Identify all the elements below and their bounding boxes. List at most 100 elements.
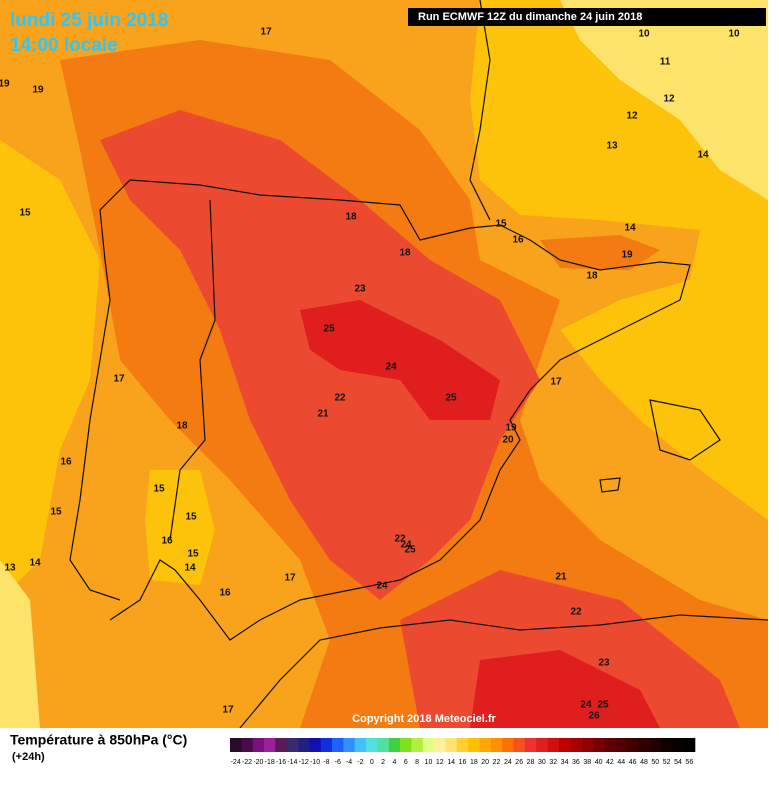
- colorbar-swatch: [286, 738, 299, 752]
- hottest-zone: [470, 650, 660, 728]
- contour-label: 14: [29, 558, 41, 569]
- colorbar-swatch: [513, 738, 526, 752]
- colorbar-swatch: [422, 738, 435, 752]
- contour-label: 16: [512, 235, 524, 246]
- contour-label: 11: [660, 57, 671, 68]
- contour-label: 22: [570, 607, 582, 618]
- warm-zone: [0, 140, 100, 600]
- contour-label: 10: [638, 29, 650, 40]
- contour-label: 17: [222, 705, 234, 716]
- colorbar-tick-label: 54: [674, 759, 682, 766]
- contour-label: 18: [399, 248, 411, 259]
- contour-label: 15: [19, 208, 31, 219]
- warm-zone: [145, 470, 215, 585]
- contour-label: 23: [354, 284, 366, 295]
- contour-label: 24: [580, 700, 592, 711]
- colorbar-swatch: [400, 738, 412, 752]
- colorbar-tick-label: -20: [253, 759, 263, 766]
- contour-label: 18: [586, 271, 598, 282]
- legend-title: Température à 850hPa (°C): [10, 732, 187, 748]
- contour-label: 12: [663, 94, 675, 105]
- contour-label: 25: [404, 545, 416, 556]
- colorbar-swatch: [241, 738, 253, 752]
- colorbar-tick-label: -22: [242, 759, 252, 766]
- colorbar-swatch: [502, 738, 514, 752]
- colorbar-tick-label: 18: [470, 759, 478, 766]
- contour-label: 22: [334, 393, 346, 404]
- colorbar-tick-label: 12: [436, 759, 444, 766]
- colorbar-tick-label: 22: [493, 759, 501, 766]
- colorbar-swatch: [252, 738, 265, 752]
- colorbar-tick-label: 14: [447, 759, 455, 766]
- colorbar-swatch: [445, 738, 458, 752]
- colorbar-tick-label: 48: [640, 759, 648, 766]
- colorbar-swatch: [638, 738, 650, 752]
- lead-time: (+24h): [12, 751, 45, 763]
- colorbar-tick-label: -24: [231, 759, 241, 766]
- colorbar-swatch: [536, 738, 548, 752]
- colorbar-tick-label: 16: [459, 759, 467, 766]
- colorbar-tick-label: 20: [481, 759, 489, 766]
- colorbar-tick-label: 56: [685, 759, 693, 766]
- colorbar-tick-label: 42: [606, 759, 614, 766]
- colorbar-swatch: [354, 738, 367, 752]
- contour-label: 19: [32, 85, 44, 96]
- colorbar-tick-label: 32: [549, 759, 557, 766]
- colorbar-swatch: [615, 738, 628, 752]
- colorbar-tick-label: -16: [276, 759, 286, 766]
- contour-label: 15: [50, 507, 62, 518]
- contour-label: 13: [606, 141, 618, 152]
- colorbar-tick-label: 8: [415, 759, 419, 766]
- colorbar-swatch: [592, 738, 605, 752]
- colorbar-swatch: [309, 738, 322, 752]
- colorbar-tick-label: 4: [392, 759, 396, 766]
- colorbar-swatch: [343, 738, 356, 752]
- colorbar-swatch: [298, 738, 310, 752]
- colorbar-tick-label: 0: [370, 759, 374, 766]
- colorbar-tick-label: -4: [346, 759, 352, 766]
- colorbar-swatch: [558, 738, 571, 752]
- colorbar-tick-label: 28: [527, 759, 535, 766]
- colorbar-tick-label: 40: [595, 759, 603, 766]
- colorbar-swatch: [604, 738, 616, 752]
- colorbar-swatch: [434, 738, 446, 752]
- contour-label: 18: [345, 212, 357, 223]
- contour-label: 25: [445, 393, 457, 404]
- contour-label: 25: [597, 700, 609, 711]
- colorbar-swatch: [547, 738, 560, 752]
- colorbar-swatch: [490, 738, 503, 752]
- colorbar-tick-label: -14: [287, 759, 297, 766]
- contour-label: 12: [626, 111, 638, 122]
- contour-label: 17: [113, 374, 125, 385]
- contour-label: 15: [185, 512, 197, 523]
- contour-label: 14: [697, 150, 709, 161]
- colorbar-swatch: [388, 738, 401, 752]
- contour-label: 20: [502, 435, 514, 446]
- contour-label: 24: [400, 540, 412, 551]
- colorbar-tick-label: 10: [425, 759, 433, 766]
- colorbar-swatch: [411, 738, 424, 752]
- run-banner: [408, 8, 766, 26]
- colorbar-tick-label: -18: [265, 759, 275, 766]
- colorbar-tick-label: 6: [404, 759, 408, 766]
- contour-label: 18: [176, 421, 188, 432]
- coastlines: [69, 0, 769, 729]
- contour-label: 19: [505, 423, 517, 434]
- colorbar-tick-label: 2: [381, 759, 385, 766]
- colorbar-swatch: [524, 738, 537, 752]
- colorbar-tick-label: -10: [310, 759, 320, 766]
- map-title: lundi 25 juin 2018: [10, 10, 168, 31]
- contour-label: 21: [555, 572, 567, 583]
- colorbar-tick-label: 24: [504, 759, 512, 766]
- contour-label: 17: [260, 27, 272, 38]
- colorbar-swatch: [570, 738, 582, 752]
- contour-label: 10: [728, 29, 740, 40]
- colorbar-swatch: [581, 738, 594, 752]
- colorbar-tick-label: 52: [663, 759, 671, 766]
- contour-label: 15: [153, 484, 165, 495]
- contour-label: 16: [219, 588, 231, 599]
- colorbar-tick-label: -8: [323, 759, 329, 766]
- colorbar-tick-label: 46: [629, 759, 637, 766]
